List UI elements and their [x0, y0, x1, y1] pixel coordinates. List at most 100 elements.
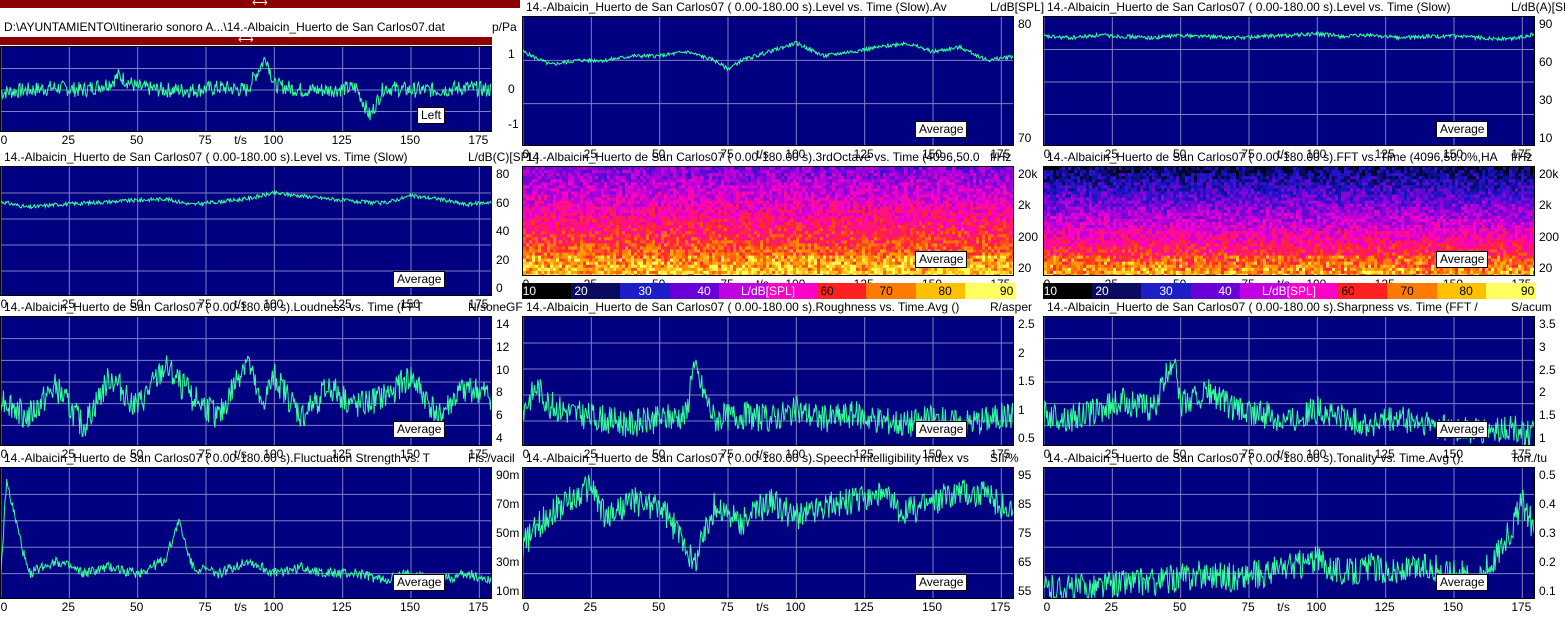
y-tick-label: 14 — [496, 317, 509, 331]
legend-average: Average — [915, 574, 967, 591]
y-tick-label: 2 — [1539, 385, 1546, 399]
zoom-handle-icon[interactable]: ⟷ — [238, 33, 254, 46]
series-line — [1, 191, 492, 208]
y-tick-label: 0.4 — [1539, 497, 1556, 511]
panel-title: 14.-Albaicin_Huerto de San Carlos07 ( 0.… — [4, 451, 466, 466]
panel-unit: L/dB(A)[SPL] — [1511, 0, 1565, 14]
zoom-scrollbar[interactable]: ⟷ — [0, 37, 492, 45]
colorbar-segment — [670, 283, 720, 299]
plot-area[interactable]: Average — [0, 166, 492, 296]
plot-area[interactable]: Average — [522, 467, 1014, 599]
scroll-handle-icon[interactable]: ⟷ — [252, 0, 268, 9]
y-tick-label: 75 — [1018, 526, 1031, 540]
y-tick-label: 0.2 — [1539, 555, 1556, 569]
y-tick-label: 85 — [1018, 497, 1031, 511]
x-tick-label: 25 — [584, 600, 597, 614]
panel-tonality: 14.-Albaicin_Huerto de San Carlos07 ( 0.… — [1043, 451, 1565, 617]
y-tick-label: 6 — [496, 408, 503, 422]
y-tick-label: 80 — [1018, 17, 1031, 31]
colorbar-tick-label: 80 — [938, 284, 951, 298]
panel-title: 14.-Albaicin_Huerto de San Carlos07 ( 0.… — [1047, 451, 1509, 466]
plot-area[interactable]: Average — [522, 16, 1014, 146]
panel-roughness: 14.-Albaicin_Huerto de San Carlos07 ( 0.… — [522, 300, 1044, 464]
panel-title: 14.-Albaicin_Huerto de San Carlos07 ( 0.… — [526, 0, 988, 15]
plot-area[interactable]: Average — [0, 467, 492, 599]
plot-area[interactable]: Average — [522, 166, 1014, 276]
panel-unit: Ton./tu — [1511, 451, 1547, 465]
x-tick-label: 175 — [468, 133, 488, 147]
legend-average: Average — [393, 574, 445, 591]
panel-unit: Fls./vacil — [468, 451, 515, 465]
y-tick-label: 70m — [496, 497, 519, 511]
y-tick-label: 12 — [496, 340, 509, 354]
y-tick-label: 65 — [1018, 555, 1031, 569]
x-axis-unit: t/s — [756, 600, 769, 614]
x-tick-label: 175 — [990, 600, 1010, 614]
y-tick-label: 1.5 — [1018, 374, 1035, 388]
x-tick-label: 50 — [1173, 600, 1186, 614]
colorbar-tick-label: 90 — [1521, 284, 1534, 298]
legend-average: Average — [915, 121, 967, 138]
panel-title: 14.-Albaicin_Huerto de San Carlos07 ( 0.… — [526, 150, 988, 165]
y-tick-label: 2k — [1539, 198, 1552, 212]
overview-scrollbar[interactable]: ⟷ — [0, 0, 520, 8]
x-tick-label: 25 — [62, 600, 75, 614]
series-line — [523, 41, 1014, 70]
panel-title: 14.-Albaicin_Huerto de San Carlos07 ( 0.… — [1047, 300, 1509, 315]
panel-level-a: 14.-Albaicin_Huerto de San Carlos07 ( 0.… — [1043, 0, 1565, 164]
colorbar-segment — [1191, 283, 1241, 299]
y-tick-label: 80 — [496, 167, 509, 181]
y-tick-label: 55 — [1018, 584, 1031, 598]
panel-unit: L/dB[SPL] — [990, 0, 1044, 14]
y-tick-label: 2.5 — [1539, 363, 1556, 377]
y-tick-label: 3 — [1539, 340, 1546, 354]
x-tick-label: 0 — [1044, 600, 1051, 614]
y-tick-label: 1.5 — [1539, 408, 1556, 422]
x-tick-label: 75 — [198, 600, 211, 614]
y-tick-label: 20 — [1018, 261, 1031, 275]
y-tick-label: 0.1 — [1539, 584, 1556, 598]
y-tick-label: 30m — [496, 555, 519, 569]
x-tick-label: 150 — [1443, 600, 1463, 614]
y-tick-label: 3.5 — [1539, 317, 1556, 331]
x-tick-label: 0 — [1, 133, 8, 147]
panel-unit: N/soneGF — [468, 300, 523, 314]
colorbar-tick-label: 40 — [697, 284, 710, 298]
legend-average: Average — [393, 271, 445, 288]
y-tick-label: 2.5 — [1018, 317, 1035, 331]
panel-title: 14.-Albaicin_Huerto de San Carlos07 ( 0.… — [526, 300, 988, 315]
plot-area[interactable]: Average — [1043, 316, 1535, 446]
waveform-plot[interactable]: Left — [0, 46, 492, 132]
y-tick-label: 30 — [1539, 93, 1552, 107]
colorbar-tick-label: 80 — [1459, 284, 1472, 298]
y-tick-label: 1 — [1018, 403, 1025, 417]
y-tick-label: 20k — [1018, 167, 1037, 181]
plot-area[interactable]: Average — [1043, 467, 1535, 599]
y-tick-label: 0 — [496, 281, 503, 295]
x-tick-label: 75 — [1241, 600, 1254, 614]
panel-title: 14.-Albaicin_Huerto de San Carlos07 ( 0.… — [4, 150, 466, 165]
panel-sharpness: 14.-Albaicin_Huerto de San Carlos07 ( 0.… — [1043, 300, 1565, 464]
plot-area[interactable]: Average — [0, 316, 492, 446]
panel-fluctuation: 14.-Albaicin_Huerto de San Carlos07 ( 0.… — [0, 451, 522, 617]
legend-average: Average — [915, 251, 967, 268]
plot-area[interactable]: Average — [1043, 166, 1535, 276]
colorbar-tick-label: 10 — [523, 284, 536, 298]
plot-area[interactable]: Average — [1043, 16, 1535, 146]
plot-area[interactable]: Average — [522, 316, 1014, 446]
colorbar-tick-label: 20 — [1095, 284, 1108, 298]
panel-loudness: 14.-Albaicin_Huerto de San Carlos07 ( 0.… — [0, 300, 522, 464]
y-tick-label: 40 — [496, 224, 509, 238]
channel-label: Left — [417, 107, 445, 124]
colorbar-tick-label: 60 — [1341, 284, 1354, 298]
